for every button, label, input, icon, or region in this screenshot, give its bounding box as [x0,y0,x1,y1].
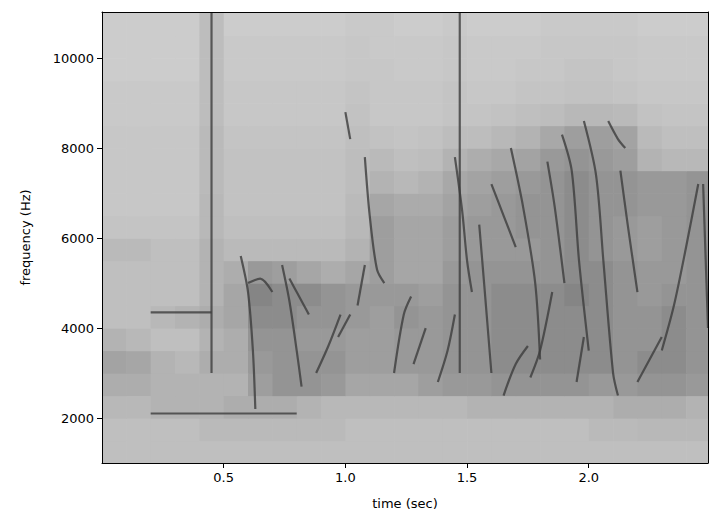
svg-text:0.5: 0.5 [213,470,234,485]
svg-text:1.0: 1.0 [335,470,356,485]
svg-text:time (sec): time (sec) [372,496,438,511]
svg-text:4000: 4000 [61,321,94,336]
svg-text:1.5: 1.5 [457,470,478,485]
svg-text:frequency (Hz): frequency (Hz) [18,189,33,285]
svg-text:10000: 10000 [53,51,94,66]
svg-text:8000: 8000 [61,141,94,156]
svg-text:2000: 2000 [61,411,94,426]
svg-text:6000: 6000 [61,231,94,246]
svg-text:2.0: 2.0 [578,470,599,485]
